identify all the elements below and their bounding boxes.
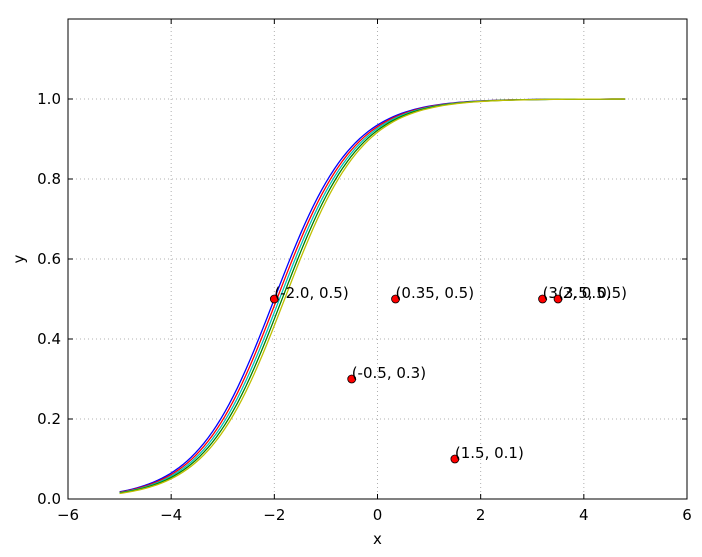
point-label: (-0.5, 0.3)	[352, 364, 426, 382]
y-tick-label: 0.2	[37, 410, 61, 428]
point-label: (0.35, 0.5)	[396, 284, 475, 302]
data-point	[269, 294, 279, 304]
point-label: (1.5, 0.1)	[455, 444, 524, 462]
x-tick-label: −6	[57, 506, 79, 524]
point-label: (-2.0, 0.5)	[274, 284, 348, 302]
grid	[68, 19, 687, 499]
series-line	[119, 98, 626, 495]
x-tick-label: 6	[682, 506, 692, 524]
x-tick-label: 2	[476, 506, 486, 524]
y-tick-label: 0.8	[37, 170, 61, 188]
axis-ticks: −6 −4 −2 0 2 4 6 0.0 0.2 0.4 0.6 0.8 1.0	[37, 19, 692, 524]
data-point	[450, 454, 460, 464]
annotated-points: (-2.0, 0.5) (0.35, 0.5) (3.2, 0.5)(3.5, 0.…	[269, 284, 627, 464]
x-axis-label: x	[373, 530, 382, 548]
point-label: (3.5, 0.5)	[558, 284, 627, 302]
series-lines	[119, 98, 626, 495]
data-point	[347, 374, 357, 384]
data-point	[553, 294, 563, 304]
y-tick-label: 0.0	[37, 490, 61, 508]
y-tick-label: 1.0	[37, 90, 61, 108]
x-tick-label: −4	[160, 506, 182, 524]
y-axis-label: y	[10, 254, 28, 263]
x-tick-label: 4	[579, 506, 589, 524]
x-tick-label: −2	[263, 506, 285, 524]
y-tick-label: 0.4	[37, 330, 61, 348]
data-point	[538, 294, 547, 304]
y-tick-label: 0.6	[37, 250, 61, 268]
data-point	[391, 294, 400, 304]
x-tick-label: 0	[373, 506, 383, 524]
